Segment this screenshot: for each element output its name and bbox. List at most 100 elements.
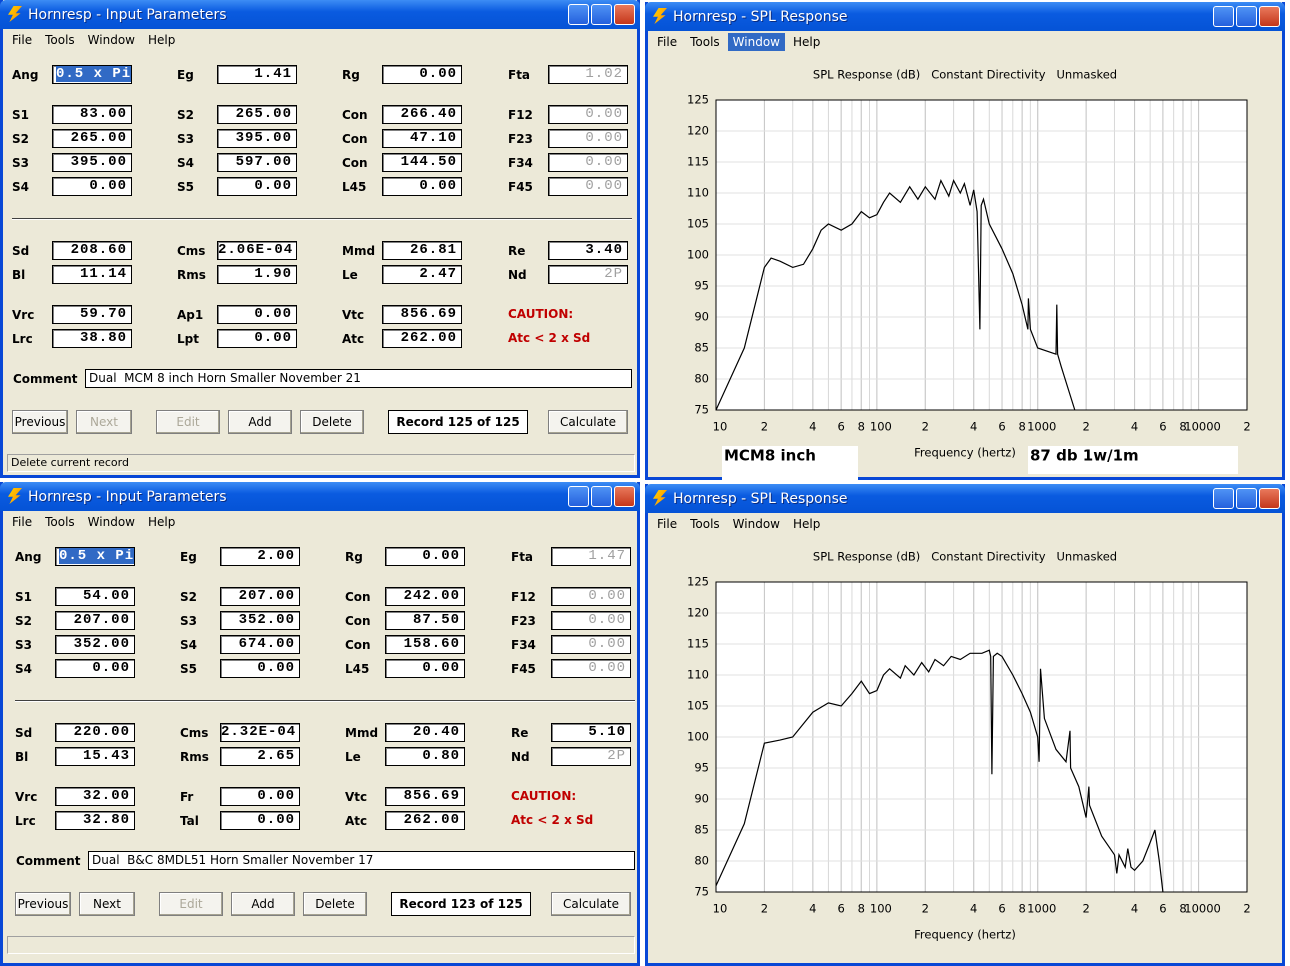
button[interactable]: Previous (12, 410, 68, 434)
field-input[interactable]: 0.80 (385, 747, 465, 766)
menu-item[interactable]: Window (87, 515, 135, 529)
menu-item[interactable]: Tools (45, 515, 75, 529)
calculate-button[interactable]: Calculate (548, 410, 628, 434)
field-input[interactable]: 0.00 (220, 811, 300, 830)
field-input[interactable]: 856.69 (382, 305, 462, 324)
field-input[interactable]: 0.00 (548, 177, 628, 196)
menu-item[interactable]: Help (147, 515, 176, 529)
field-input[interactable]: 395.00 (217, 129, 297, 148)
field-input[interactable]: 0.5 x Pi (55, 547, 135, 566)
field-input[interactable]: 0.00 (382, 65, 462, 84)
menu-item[interactable]: Tools (45, 33, 75, 47)
field-input[interactable]: 20.40 (385, 723, 465, 742)
field-input[interactable]: 11.14 (52, 265, 132, 284)
field-input[interactable]: 208.60 (52, 241, 132, 260)
field-input[interactable]: 0.00 (551, 587, 631, 606)
field-input[interactable]: 2.65 (220, 747, 300, 766)
field-input[interactable]: 262.00 (382, 329, 462, 348)
field-input[interactable]: 47.10 (382, 129, 462, 148)
field-input[interactable]: 59.70 (52, 305, 132, 324)
field-input[interactable]: 2.47 (382, 265, 462, 284)
field-input[interactable]: 0.5 x Pi (52, 65, 132, 84)
minimize-button[interactable] (568, 4, 589, 25)
menu-item[interactable]: Window (87, 33, 135, 47)
field-input[interactable]: 0.00 (220, 659, 300, 678)
close-button[interactable] (614, 486, 635, 507)
comment-input[interactable]: Dual MCM 8 inch Horn Smaller November 21 (85, 369, 632, 388)
button[interactable]: Add (228, 410, 292, 434)
button[interactable]: Add (231, 892, 295, 916)
field-input[interactable]: 265.00 (52, 129, 132, 148)
field-input[interactable]: 207.00 (220, 587, 300, 606)
maximize-button[interactable] (1236, 488, 1257, 509)
menu-item[interactable]: File (12, 33, 33, 47)
field-input[interactable]: 32.80 (55, 811, 135, 830)
field-input[interactable]: 1.90 (217, 265, 297, 284)
field-input[interactable]: 83.00 (52, 105, 132, 124)
field-input[interactable]: 0.00 (217, 329, 297, 348)
field-input[interactable]: 5.10 (551, 723, 631, 742)
field-input[interactable]: 54.00 (55, 587, 135, 606)
menu-item[interactable]: File (657, 35, 678, 49)
field-input[interactable]: 3.40 (548, 241, 628, 260)
button[interactable]: Edit (156, 410, 220, 434)
field-input[interactable]: 220.00 (55, 723, 135, 742)
menu-item[interactable]: Window (732, 517, 780, 531)
field-input[interactable]: 1.47 (551, 547, 631, 566)
field-input[interactable]: 87.50 (385, 611, 465, 630)
field-input[interactable]: 158.60 (385, 635, 465, 654)
field-input[interactable]: 352.00 (220, 611, 300, 630)
close-button[interactable] (1259, 488, 1280, 509)
menu-item[interactable]: Help (147, 33, 176, 47)
minimize-button[interactable] (1213, 6, 1234, 27)
calculate-button[interactable]: Calculate (551, 892, 631, 916)
field-input[interactable]: 0.00 (551, 611, 631, 630)
field-input[interactable]: 0.00 (548, 129, 628, 148)
field-input[interactable]: 0.00 (217, 305, 297, 324)
field-input[interactable]: 242.00 (385, 587, 465, 606)
field-input[interactable]: 2.32E-04 (220, 723, 300, 742)
field-input[interactable]: 0.00 (55, 659, 135, 678)
minimize-button[interactable] (1213, 488, 1234, 509)
close-button[interactable] (614, 4, 635, 25)
button[interactable]: Previous (15, 892, 71, 916)
field-input[interactable]: 0.00 (548, 153, 628, 172)
field-input[interactable]: 2.06E-04 (217, 241, 297, 260)
menu-item[interactable]: Help (792, 517, 821, 531)
field-input[interactable]: 352.00 (55, 635, 135, 654)
field-input[interactable]: 38.80 (52, 329, 132, 348)
field-input[interactable]: 2P (551, 747, 631, 766)
maximize-button[interactable] (1236, 6, 1257, 27)
field-input[interactable]: 0.00 (382, 177, 462, 196)
field-input[interactable]: 265.00 (217, 105, 297, 124)
button[interactable]: Next (76, 410, 132, 434)
field-input[interactable]: 395.00 (52, 153, 132, 172)
menu-item[interactable]: File (12, 515, 33, 529)
button[interactable]: Next (79, 892, 135, 916)
field-input[interactable]: 144.50 (382, 153, 462, 172)
field-input[interactable]: 26.81 (382, 241, 462, 260)
button[interactable]: Edit (159, 892, 223, 916)
field-input[interactable]: 674.00 (220, 635, 300, 654)
field-input[interactable]: 266.40 (382, 105, 462, 124)
field-input[interactable]: 0.00 (220, 787, 300, 806)
field-input[interactable]: 207.00 (55, 611, 135, 630)
field-input[interactable]: 32.00 (55, 787, 135, 806)
field-input[interactable]: 0.00 (551, 635, 631, 654)
button[interactable]: Delete (300, 410, 364, 434)
field-input[interactable]: 0.00 (52, 177, 132, 196)
menu-item[interactable]: Window (727, 33, 785, 51)
field-input[interactable]: 1.02 (548, 65, 628, 84)
field-input[interactable]: 15.43 (55, 747, 135, 766)
field-input[interactable]: 2P (548, 265, 628, 284)
minimize-button[interactable] (568, 486, 589, 507)
field-input[interactable]: 0.00 (217, 177, 297, 196)
field-input[interactable]: 2.00 (220, 547, 300, 566)
field-input[interactable]: 0.00 (385, 659, 465, 678)
menu-item[interactable]: Tools (690, 517, 720, 531)
comment-input[interactable]: Dual B&C 8MDL51 Horn Smaller November 17 (88, 851, 635, 870)
field-input[interactable]: 856.69 (385, 787, 465, 806)
menu-item[interactable]: Tools (690, 35, 720, 49)
field-input[interactable]: 0.00 (385, 547, 465, 566)
field-input[interactable]: 262.00 (385, 811, 465, 830)
